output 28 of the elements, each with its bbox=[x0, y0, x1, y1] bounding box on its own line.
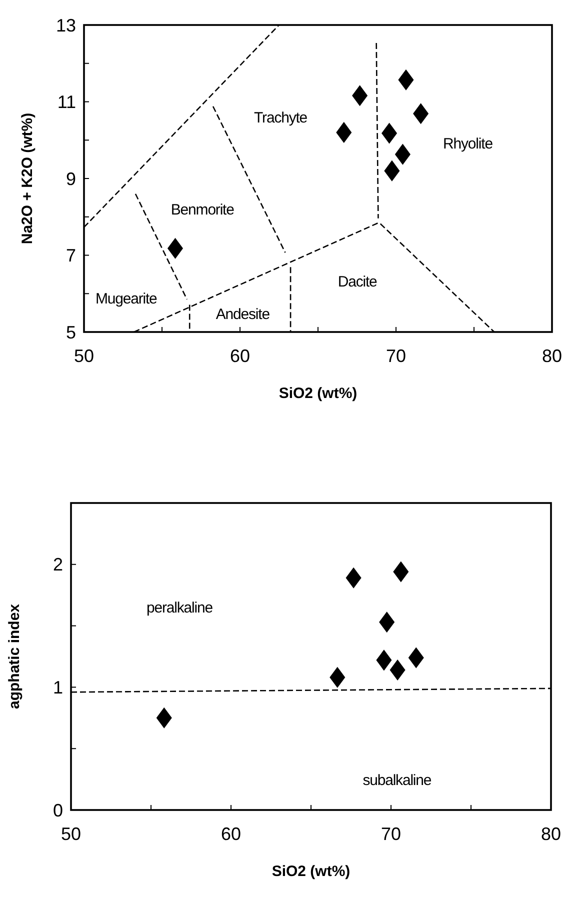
y-tick-label: 7 bbox=[66, 246, 76, 266]
annotation: Andesite bbox=[216, 306, 270, 323]
y-axis-title: agphatic index bbox=[6, 603, 23, 710]
annotation: Rhyolite bbox=[443, 135, 493, 152]
y-tick-label: 9 bbox=[66, 168, 76, 189]
x-axis-title: SiO2 (wt%) bbox=[278, 385, 358, 402]
y-axis-title: Na2O + K2O (wt%) bbox=[19, 112, 36, 244]
x-tick-label: 50 bbox=[74, 346, 94, 366]
x-tick-label: 80 bbox=[540, 824, 562, 844]
y-tick-label: 5 bbox=[66, 322, 76, 342]
x-tick-label: 60 bbox=[230, 346, 250, 366]
x-tick-label: 50 bbox=[60, 824, 82, 844]
y-tick-label: 2 bbox=[52, 554, 63, 575]
annotation: peralkaline bbox=[146, 600, 213, 617]
x-tick-label: 80 bbox=[542, 346, 562, 366]
y-tick-label: 13 bbox=[56, 15, 76, 36]
annotation: subalkaline bbox=[362, 772, 432, 790]
x-tick-label: 60 bbox=[220, 824, 242, 844]
annotation: Mugearite bbox=[95, 290, 158, 308]
y-tick-label: 0 bbox=[52, 800, 63, 820]
x-tick-label: 70 bbox=[380, 824, 402, 844]
y-tick-label: 1 bbox=[52, 678, 63, 698]
x-tick-label: 70 bbox=[386, 346, 406, 366]
y-tick-label: 11 bbox=[57, 92, 76, 112]
annotation: Benmorite bbox=[170, 201, 234, 218]
annotation: Trachyte bbox=[254, 109, 308, 126]
annotation: Dacite bbox=[338, 274, 378, 291]
x-axis-title: SiO2 (wt%) bbox=[272, 863, 350, 880]
